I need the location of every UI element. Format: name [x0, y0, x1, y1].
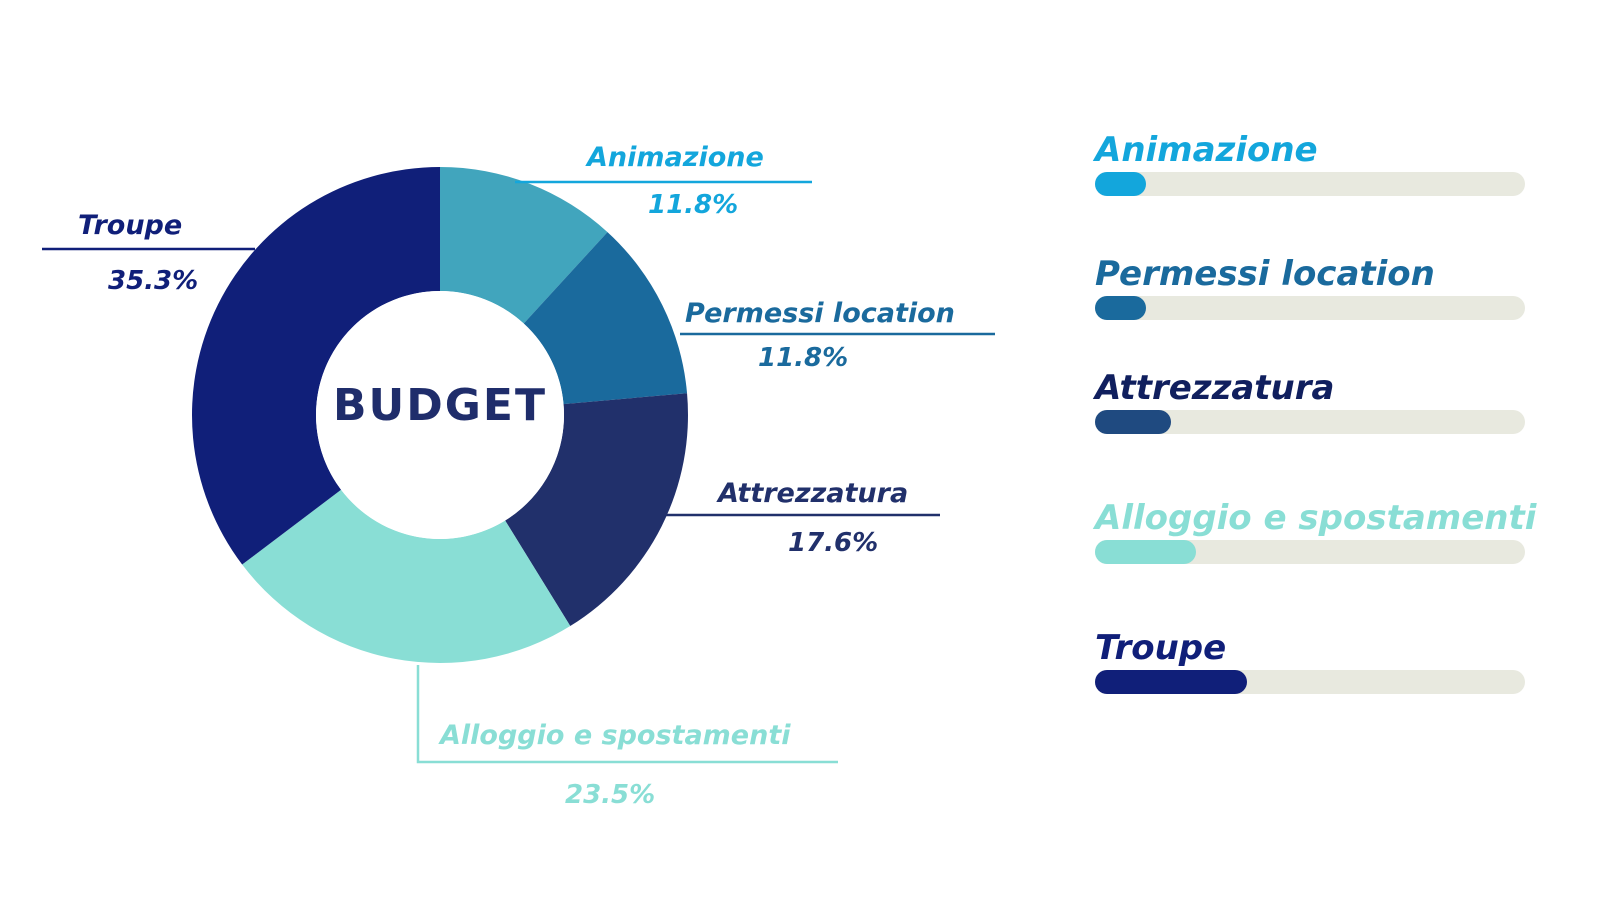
pct-alloggio: 23.5% [565, 780, 656, 810]
donut-slice-attrezzatura [505, 393, 688, 627]
bar-track [1095, 410, 1525, 434]
bar-item-alloggio: Alloggio e spostamenti [1095, 498, 1537, 564]
label-attrezzatura: Attrezzatura [718, 478, 909, 509]
label-animazione: Animazione [587, 142, 764, 173]
donut-hole [316, 291, 564, 539]
bar-item-attrezzatura: Attrezzatura [1095, 368, 1535, 434]
bar-item-permessi: Permessi location [1095, 254, 1535, 320]
bar-fill [1095, 670, 1247, 694]
bar-label: Troupe [1095, 628, 1227, 668]
bar-item-troupe: Troupe [1095, 628, 1535, 694]
donut-slice-troupe [192, 167, 440, 565]
pct-permessi: 11.8% [758, 343, 849, 373]
pct-animazione: 11.8% [648, 190, 739, 220]
bar-fill [1095, 410, 1171, 434]
leader-line-alloggio [416, 665, 838, 764]
label-alloggio: Alloggio e spostamenti [440, 720, 791, 751]
bar-track [1095, 670, 1525, 694]
bar-label: Attrezzatura [1095, 368, 1335, 408]
pct-troupe: 35.3% [108, 266, 199, 296]
bar-track [1095, 296, 1525, 320]
pct-attrezzatura: 17.6% [788, 528, 879, 558]
bar-label: Animazione [1095, 130, 1318, 170]
chart-title: BUDGET [333, 380, 547, 431]
bar-label: Permessi location [1095, 254, 1435, 294]
donut-slice-alloggio-e-spostamenti [242, 489, 571, 663]
label-troupe: Troupe [78, 210, 183, 241]
bar-track [1095, 172, 1525, 196]
label-permessi: Permessi location [685, 298, 955, 329]
bar-fill [1095, 540, 1197, 564]
bar-fill [1095, 296, 1146, 320]
donut-slice-animazione [440, 167, 608, 324]
bar-fill [1095, 172, 1146, 196]
bar-item-animazione: Animazione [1095, 130, 1535, 196]
donut-slice-permessi-location [523, 232, 688, 405]
bar-track [1095, 540, 1525, 564]
bar-label: Alloggio e spostamenti [1095, 498, 1537, 538]
